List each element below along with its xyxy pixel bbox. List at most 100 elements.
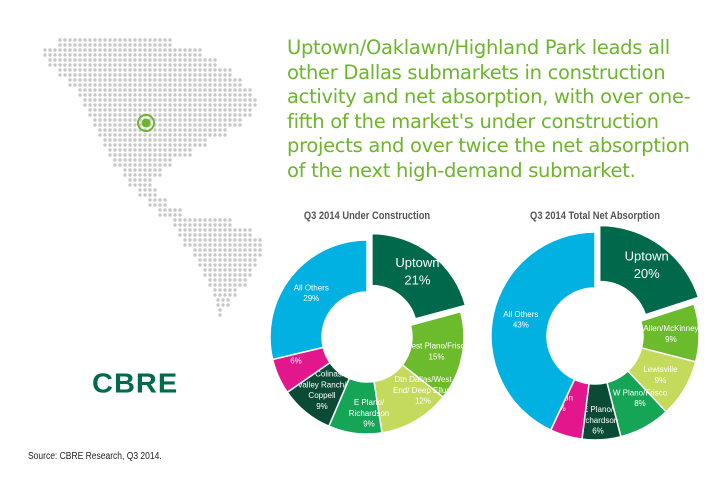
map-dot [123,108,127,112]
map-dot [183,108,187,112]
map-dot [178,48,182,52]
map-dot [173,148,177,152]
map-dot [208,268,212,272]
map-dot [148,88,152,92]
map-dot [228,288,232,292]
map-dot [218,248,222,252]
map-dot [208,278,212,282]
map-dot [123,68,127,72]
map-dot [158,213,162,217]
map-dot [123,118,127,122]
map-dot [163,48,167,52]
map-dot [58,63,62,67]
map-dot [143,48,147,52]
map-dot [83,103,87,107]
map-dot [123,138,127,142]
map-dot [153,108,157,112]
map-dot [238,258,242,262]
map-dot [173,138,177,142]
map-dot [163,148,167,152]
map-dot [138,68,142,72]
map-dot [198,248,202,252]
map-dot [208,283,212,287]
map-dot [168,103,172,107]
map-dot [228,93,232,97]
map-dot [133,173,137,177]
map-dot [93,58,97,62]
map-dot [208,128,212,132]
map-dot [163,138,167,142]
map-dot [158,78,162,82]
map-dot [198,238,202,242]
map-dot [158,138,162,142]
map-dot [168,43,172,47]
map-dot [138,183,142,187]
map-dot [198,68,202,72]
map-dot [148,43,152,47]
map-dot [63,48,67,52]
map-dot [118,108,122,112]
map-dot [243,278,247,282]
map-dot [226,298,230,302]
map-dot [163,203,167,207]
slice-label: Las Colinas/Valley Ranch/Coppell 9% [298,370,348,411]
map-dot [143,83,147,87]
map-dot [188,128,192,132]
map-dot [133,123,137,127]
donut-slice [490,231,596,432]
map-dot [103,78,107,82]
map-dot [223,128,227,132]
map-dot [178,143,182,147]
map-dot [208,233,212,237]
map-dot [173,143,177,147]
map-dot [123,123,127,127]
map-dot [188,93,192,97]
map-dot [83,73,87,77]
map-dot [168,153,172,157]
map-dot [128,128,132,132]
map-dot [193,98,197,102]
map-dot [163,133,167,137]
map-dot [223,293,227,297]
map-dot [143,63,147,67]
map-dot [148,138,152,142]
map-dot [203,88,207,92]
map-dot [143,88,147,92]
slice-label-line: 12% [415,397,431,406]
map-dot [143,133,147,137]
map-dot [193,133,197,137]
map-dot [208,253,212,257]
map-dot [233,83,237,87]
map-dot [163,43,167,47]
map-dot [258,238,262,242]
map-dot [188,53,192,57]
map-dot [103,38,107,42]
map-dot [213,73,217,77]
map-dot [143,148,147,152]
slice-label-line: End/ Deep Ellum [393,386,453,395]
map-dot [238,88,242,92]
slice-label-line: 8% [634,399,646,408]
map-dot [238,253,242,257]
map-dot [118,148,122,152]
map-dot [228,293,232,297]
map-dot [223,288,227,292]
map-dot [233,253,237,257]
map-dot [173,48,177,52]
map-dot [138,173,142,177]
map-dot [221,303,225,307]
map-dot [233,288,237,292]
map-dot [108,133,112,137]
map-dot [213,93,217,97]
map-dot [203,258,207,262]
map-dot [228,263,232,267]
map-dot [103,88,107,92]
map-dot [188,143,192,147]
map-dot [113,153,117,157]
map-dot [203,83,207,87]
map-dot [243,113,247,117]
map-dot [138,163,142,167]
map-dot [138,133,142,137]
map-dot [198,218,202,222]
map-dot [68,58,72,62]
